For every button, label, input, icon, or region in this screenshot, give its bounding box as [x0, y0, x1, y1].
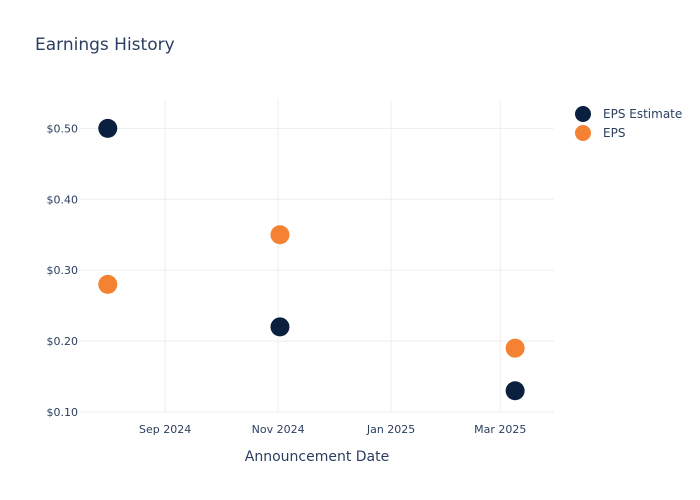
data-points	[98, 118, 525, 401]
y-tick-label: $0.50	[47, 122, 79, 135]
y-tick-label: $0.20	[47, 335, 79, 348]
legend-label-eps-estimate: EPS Estimate	[603, 107, 682, 121]
x-tick-label: Jan 2025	[366, 423, 415, 436]
legend: EPS Estimate EPS	[575, 106, 682, 141]
legend-label-eps: EPS	[603, 126, 625, 140]
grid	[80, 100, 554, 413]
y-tick-label: $0.30	[47, 264, 79, 277]
x-tick-label: Mar 2025	[474, 423, 526, 436]
x-tick-label: Sep 2024	[139, 423, 191, 436]
eps-estimate-point[interactable]	[270, 317, 290, 337]
y-tick-label: $0.10	[47, 406, 79, 419]
x-tick-label: Nov 2024	[252, 423, 305, 436]
eps-point[interactable]	[505, 338, 525, 358]
x-axis-title: Announcement Date	[245, 449, 389, 465]
x-axis-ticks: Sep 2024 Nov 2024 Jan 2025 Mar 2025	[139, 423, 526, 436]
y-tick-label: $0.40	[47, 193, 79, 206]
y-axis-ticks: $0.10 $0.20 $0.30 $0.40 $0.50	[47, 122, 79, 419]
eps-point[interactable]	[270, 225, 290, 245]
eps-point[interactable]	[98, 274, 118, 294]
chart-title: Earnings History	[35, 35, 175, 55]
legend-marker-eps-estimate	[575, 106, 591, 122]
eps-estimate-point[interactable]	[505, 381, 525, 401]
eps-estimate-point[interactable]	[98, 118, 118, 138]
legend-marker-eps	[575, 125, 591, 141]
